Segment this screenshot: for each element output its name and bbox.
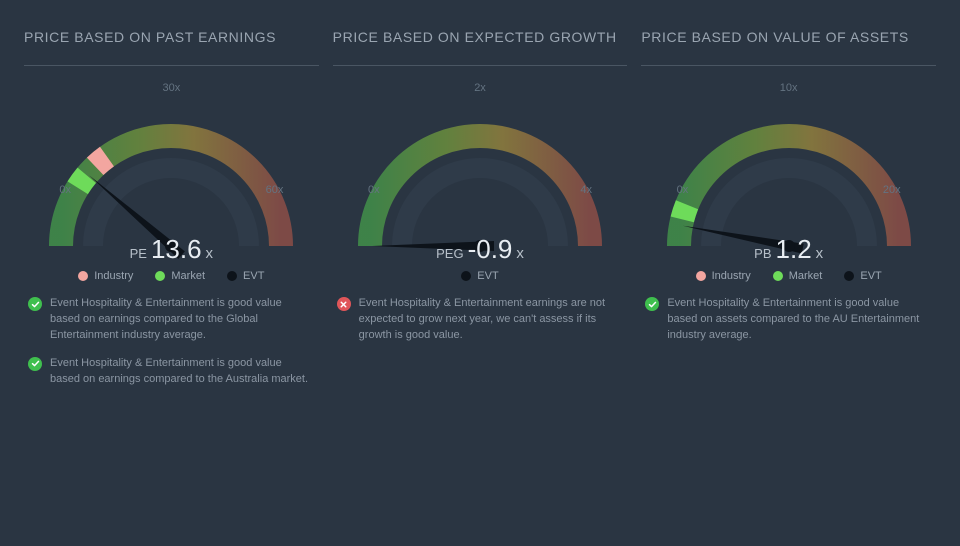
metric-value: 1.2 [776,234,812,265]
legend-item: Industry [78,270,133,282]
metric-name: PE [130,246,147,261]
legend-label: EVT [477,270,498,282]
metric-value: -0.9 [468,234,513,265]
legend-dot [78,271,88,281]
gauge-metric: PE 13.6x [130,234,213,265]
analysis-note: Event Hospitality & Entertainment is goo… [24,296,319,344]
legend-item: EVT [844,270,881,282]
legend-item: Industry [696,270,751,282]
legend-item: Market [155,270,205,282]
valuation-panel: PRICE BASED ON VALUE OF ASSETS 0x 10x 20… [641,28,936,400]
panel-title: PRICE BASED ON EXPECTED GROWTH [333,28,628,66]
legend-dot [155,271,165,281]
legend-label: Market [171,270,205,282]
valuation-panel: PRICE BASED ON EXPECTED GROWTH 0x 2x 4x … [333,28,628,400]
note-text: Event Hospitality & Entertainment earnin… [359,296,624,344]
gauge-container: 0x 2x 4x PEG -0.9x [333,96,628,266]
legend-item: Market [773,270,823,282]
legend-label: Industry [94,270,133,282]
check-circle-icon [28,357,42,371]
note-text: Event Hospitality & Entertainment is goo… [667,296,932,344]
legend-label: EVT [860,270,881,282]
gauge-max-label: 60x [266,184,284,196]
gauge-min-label: 0x [368,184,380,196]
metric-suffix: x [206,245,214,262]
gauge-max-label: 4x [580,184,592,196]
gauge-max-label: 20x [883,184,901,196]
note-text: Event Hospitality & Entertainment is goo… [50,356,315,388]
legend: EVT [333,270,628,282]
analysis-note: Event Hospitality & Entertainment is goo… [24,356,319,388]
check-circle-icon [28,297,42,311]
legend: Industry Market EVT [641,270,936,282]
check-circle-icon [645,297,659,311]
legend-dot [773,271,783,281]
panel-title: PRICE BASED ON PAST EARNINGS [24,28,319,66]
legend-item: EVT [461,270,498,282]
legend-dot [696,271,706,281]
legend-dot [844,271,854,281]
legend-dot [461,271,471,281]
gauge-mid-label: 30x [162,82,180,94]
gauge: 0x 2x 4x PEG -0.9x [350,96,610,266]
panel-title: PRICE BASED ON VALUE OF ASSETS [641,28,936,66]
gauge-container: 0x 10x 20x PB 1.2x [641,96,936,266]
gauge-metric: PB 1.2x [754,234,823,265]
gauge-container: 0x 30x 60x PE 13.6x [24,96,319,266]
gauge-metric: PEG -0.9x [436,234,524,265]
gauge-mid-label: 2x [474,82,486,94]
legend-item: EVT [227,270,264,282]
analysis-note: Event Hospitality & Entertainment is goo… [641,296,936,344]
metric-name: PEG [436,246,463,261]
metric-suffix: x [816,245,824,262]
valuation-panel: PRICE BASED ON PAST EARNINGS 0x 30x 60x … [24,28,319,400]
cross-circle-icon [337,297,351,311]
gauge-min-label: 0x [677,184,689,196]
gauge: 0x 10x 20x PB 1.2x [659,96,919,266]
legend: Industry Market EVT [24,270,319,282]
gauge: 0x 30x 60x PE 13.6x [41,96,301,266]
legend-label: Industry [712,270,751,282]
legend-label: Market [789,270,823,282]
metric-value: 13.6 [151,234,202,265]
legend-label: EVT [243,270,264,282]
note-text: Event Hospitality & Entertainment is goo… [50,296,315,344]
panels-row: PRICE BASED ON PAST EARNINGS 0x 30x 60x … [24,28,936,400]
legend-dot [227,271,237,281]
metric-suffix: x [516,245,524,262]
gauge-min-label: 0x [59,184,71,196]
gauge-mid-label: 10x [780,82,798,94]
metric-name: PB [754,246,771,261]
analysis-note: Event Hospitality & Entertainment earnin… [333,296,628,344]
